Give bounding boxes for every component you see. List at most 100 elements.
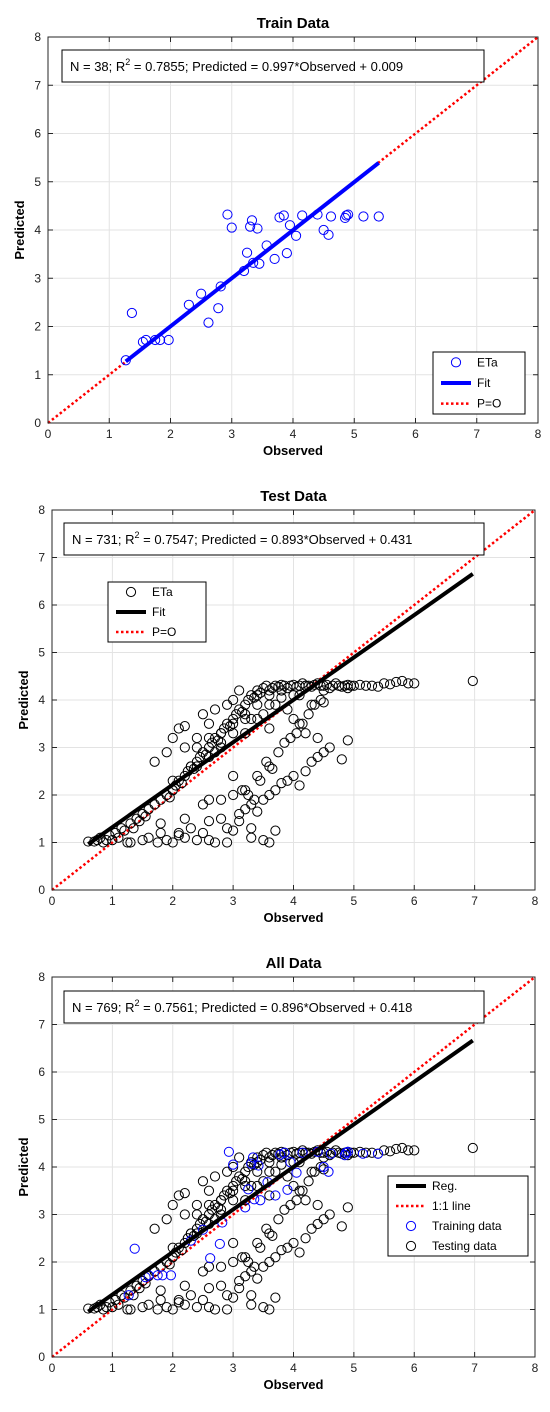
testing-point xyxy=(209,1304,221,1315)
data-point xyxy=(222,209,233,220)
x-tick-label: 4 xyxy=(290,1361,297,1375)
data-point xyxy=(234,685,245,696)
data-point xyxy=(215,281,226,292)
testing-point xyxy=(203,1302,215,1313)
testing-point xyxy=(225,1188,236,1199)
legend-label: Testing data xyxy=(432,1239,497,1253)
training-point xyxy=(342,1146,353,1157)
data-point xyxy=(339,212,351,224)
testing-point xyxy=(397,1142,408,1154)
data-point xyxy=(240,709,251,720)
legend: ETa Fit P=O xyxy=(107,581,207,643)
data-point xyxy=(191,742,202,753)
y-tick-label: 8 xyxy=(38,503,45,517)
fit-line xyxy=(124,161,380,364)
data-point xyxy=(294,780,305,791)
stats-r: R xyxy=(116,59,125,74)
data-point xyxy=(294,690,305,701)
stats-r-value: = 0.7547; xyxy=(140,532,202,547)
data-point xyxy=(161,747,172,758)
x-axis-label: Observed xyxy=(264,910,324,925)
testing-point xyxy=(297,1145,308,1156)
y-tick-label: 6 xyxy=(38,598,45,612)
testing-point xyxy=(294,1247,305,1258)
testing-point xyxy=(107,1302,118,1313)
stats-r: R xyxy=(125,532,134,547)
data-point xyxy=(278,210,289,221)
x-tick-label: 7 xyxy=(473,427,480,441)
x-tick-label: 1 xyxy=(109,1361,116,1375)
testing-point xyxy=(270,1292,281,1303)
legend-box xyxy=(387,1175,529,1257)
data-point xyxy=(409,678,420,689)
training-point xyxy=(372,1148,384,1159)
data-point xyxy=(240,713,251,725)
testing-point xyxy=(179,1209,190,1220)
data-point xyxy=(373,211,384,222)
training-point xyxy=(270,1190,281,1201)
testing-point xyxy=(342,1202,353,1213)
testing-point xyxy=(385,1146,396,1157)
y-tick-label: 5 xyxy=(34,175,41,189)
data-point xyxy=(300,766,311,777)
data-point xyxy=(294,718,305,729)
data-point xyxy=(318,685,329,696)
data-point xyxy=(215,794,227,805)
data-point xyxy=(358,211,369,222)
data-point xyxy=(179,721,190,732)
testing-point xyxy=(215,1195,227,1206)
y-tick-label: 7 xyxy=(38,551,45,565)
x-tick-label: 5 xyxy=(351,894,358,908)
testing-point xyxy=(276,1245,287,1256)
y-tick-label: 3 xyxy=(38,741,45,755)
x-tick-label: 1 xyxy=(109,894,116,908)
x-tick-label: 1 xyxy=(106,427,113,441)
y-tick-label: 5 xyxy=(38,646,45,660)
stats-equation: Predicted = 0.997*Observed + 0.009 xyxy=(192,59,403,74)
training-point xyxy=(157,1270,168,1281)
data-point xyxy=(276,685,287,696)
testing-point xyxy=(291,1195,302,1206)
x-tick-label: 0 xyxy=(45,427,52,441)
chart-title: All Data xyxy=(266,955,323,972)
data-point xyxy=(240,785,251,796)
testing-point xyxy=(191,1209,202,1220)
y-tick-label: 5 xyxy=(38,1113,45,1127)
training-point xyxy=(243,1184,254,1195)
testing-point xyxy=(264,1190,275,1201)
training-point xyxy=(247,1152,259,1163)
testing-point xyxy=(125,1304,136,1315)
data-point xyxy=(303,709,314,720)
testing-point xyxy=(137,1302,148,1313)
data-point xyxy=(315,694,326,706)
testing-point xyxy=(173,1190,184,1201)
data-point xyxy=(226,222,237,233)
y-tick-label: 1 xyxy=(34,368,41,382)
testing-point xyxy=(240,1252,251,1263)
training-point xyxy=(282,1184,293,1195)
testing-point xyxy=(336,1221,347,1232)
data-point xyxy=(354,679,366,690)
legend-label: Training data xyxy=(432,1219,502,1233)
data-point xyxy=(203,816,215,827)
data-point xyxy=(209,837,221,848)
testing-point xyxy=(197,1176,209,1187)
testing-point xyxy=(409,1145,420,1156)
data-point xyxy=(291,728,302,739)
data-point xyxy=(323,229,334,240)
data-point xyxy=(342,735,353,746)
data-point xyxy=(209,704,221,715)
chart-panel-2: 0 1 2 3 4 5 6 7 8 0 1 2 3 4 5 6 7 8 Test Data Observed Predi… xyxy=(16,488,539,925)
data-point xyxy=(143,832,154,843)
data-point xyxy=(366,680,378,691)
data-point xyxy=(343,209,354,220)
testing-point xyxy=(306,1166,317,1177)
testing-point xyxy=(228,1237,239,1249)
data-point xyxy=(342,683,353,694)
testing-point xyxy=(267,1230,278,1241)
chart-title: Train Data xyxy=(257,15,330,32)
data-point xyxy=(306,699,317,710)
x-tick-label: 6 xyxy=(411,894,418,908)
x-tick-label: 5 xyxy=(351,427,358,441)
x-axis-label: Observed xyxy=(264,1377,324,1392)
